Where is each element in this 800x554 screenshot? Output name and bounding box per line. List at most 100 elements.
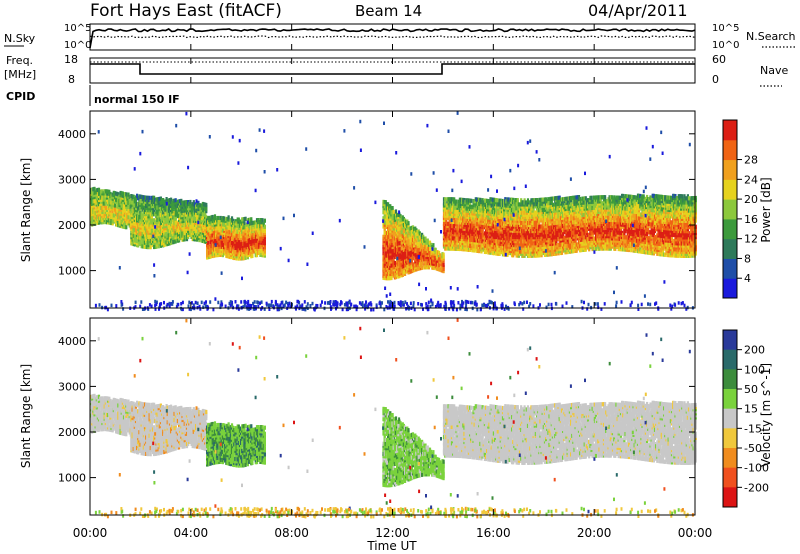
- power-cell: [153, 210, 156, 215]
- power-cell: [209, 254, 212, 259]
- power-cell: [192, 235, 195, 240]
- power-cell: [234, 249, 237, 255]
- power-cell: [183, 231, 186, 236]
- power-cell: [149, 199, 152, 205]
- cpid-label: CPID: [6, 90, 35, 103]
- power-cell: [216, 234, 219, 239]
- power-cell: [156, 197, 159, 202]
- power-cell: [170, 220, 173, 225]
- power-cell: [230, 216, 234, 221]
- power-cell: [147, 243, 150, 248]
- power-cell: [174, 198, 177, 203]
- power-cell: [232, 231, 235, 236]
- power-cell: [237, 256, 240, 261]
- power-cell: [154, 211, 157, 217]
- nave-label: Nave: [760, 64, 788, 77]
- power-cell: [218, 242, 221, 247]
- power-cell: [202, 216, 206, 221]
- power-cell: [216, 253, 219, 258]
- power-cell: [127, 200, 130, 205]
- power-cell: [140, 235, 143, 241]
- power-cell: [91, 212, 94, 217]
- power-cell: [143, 220, 147, 225]
- power-cell: [192, 218, 195, 223]
- power-cell: [95, 216, 98, 222]
- power-cell: [94, 190, 97, 195]
- power-cell: [202, 212, 206, 217]
- power-cell: [147, 199, 150, 205]
- power-cell: [133, 227, 136, 233]
- power-cell: [221, 228, 224, 233]
- power-cell: [99, 210, 102, 215]
- power-cell: [193, 210, 197, 215]
- power-cell: [183, 214, 186, 219]
- power-cell: [159, 213, 162, 218]
- power-cell: [140, 223, 143, 228]
- power-cell: [228, 246, 231, 251]
- power-cell: [243, 221, 246, 226]
- power-cell: [127, 219, 130, 224]
- power-cell: [117, 204, 120, 209]
- power-cell: [171, 205, 174, 210]
- power-cell: [202, 214, 206, 219]
- power-cell: [199, 213, 202, 218]
- power-cell: [211, 239, 214, 244]
- power-cell: [143, 232, 147, 237]
- power-cell: [125, 212, 128, 217]
- power-cell: [200, 218, 203, 223]
- power-cell: [188, 206, 191, 211]
- power-cell: [185, 216, 189, 221]
- power-cell: [133, 203, 136, 208]
- power-cell: [97, 187, 101, 192]
- power-cell: [199, 228, 202, 233]
- power-cell: [220, 240, 223, 245]
- power-cell: [241, 246, 244, 251]
- power-cell: [176, 199, 179, 204]
- power-cell: [158, 221, 161, 226]
- power-cell: [141, 195, 144, 200]
- power-cell: [156, 226, 159, 231]
- power-cell: [154, 236, 157, 241]
- power-cell: [97, 218, 101, 223]
- power-cell: [200, 236, 203, 241]
- power-cell: [216, 246, 219, 251]
- power-cell: [143, 240, 147, 245]
- power-cell: [166, 198, 169, 203]
- power-cell: [124, 208, 127, 213]
- power-cell: [517, 202, 520, 207]
- n-sky-label: N.Sky: [4, 32, 36, 45]
- power-cell: [185, 237, 189, 242]
- power-cell: [117, 208, 120, 213]
- power-cell: [173, 233, 176, 238]
- power-cell: [132, 194, 135, 199]
- power-cell: [173, 237, 176, 242]
- power-cell: [171, 230, 174, 235]
- power-cell: [158, 196, 161, 201]
- power-cell: [159, 196, 162, 201]
- power-cell: [221, 251, 224, 256]
- power-cell: [102, 220, 105, 225]
- power-cell: [232, 241, 235, 246]
- power-cell: [149, 226, 152, 231]
- power-cell: [241, 250, 244, 255]
- power-cell: [237, 221, 240, 226]
- power-cell: [175, 202, 178, 207]
- power-cell: [104, 189, 107, 194]
- power-cell: [130, 233, 133, 238]
- date-label: 04/Apr/2011: [588, 1, 688, 20]
- power-cell: [200, 238, 203, 243]
- power-cell: [188, 218, 191, 223]
- power-cell: [183, 206, 186, 211]
- power-cell: [211, 219, 214, 224]
- power-cell: [215, 251, 218, 256]
- power-cell: [146, 199, 149, 204]
- power-cell: [149, 208, 152, 213]
- power-cell: [110, 200, 113, 205]
- power-cell: [139, 209, 142, 214]
- power-cell: [180, 229, 183, 234]
- power-cell: [442, 252, 445, 257]
- power-cell: [95, 188, 98, 193]
- power-cell: [213, 214, 217, 219]
- power-cell: [176, 211, 179, 217]
